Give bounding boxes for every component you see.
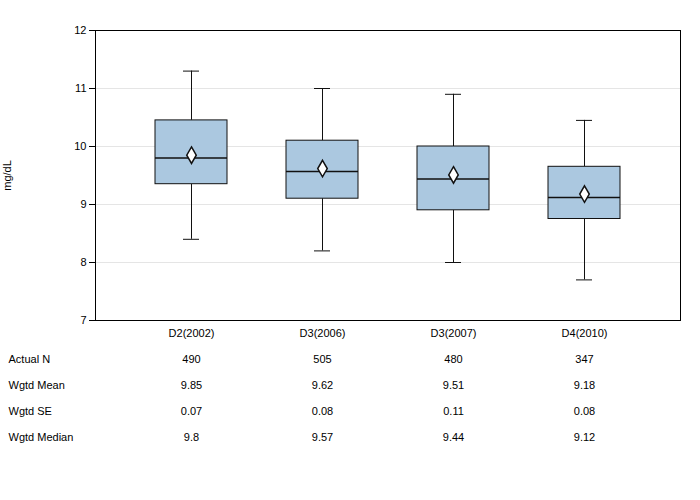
svg-text:mg/dL: mg/dL — [1, 160, 13, 191]
svg-text:Wgtd SE: Wgtd SE — [9, 405, 52, 417]
svg-text:9.62: 9.62 — [312, 379, 333, 391]
svg-text:0.08: 0.08 — [312, 405, 333, 417]
svg-text:9.57: 9.57 — [312, 431, 333, 443]
svg-text:7: 7 — [80, 314, 86, 326]
svg-text:9: 9 — [80, 198, 86, 210]
svg-text:347: 347 — [575, 353, 593, 365]
svg-text:490: 490 — [182, 353, 200, 365]
svg-text:Wgtd Mean: Wgtd Mean — [9, 379, 65, 391]
svg-text:10: 10 — [74, 140, 86, 152]
svg-text:12: 12 — [74, 24, 86, 36]
svg-text:Wgtd Median: Wgtd Median — [9, 431, 74, 443]
svg-text:0.11: 0.11 — [443, 405, 464, 417]
svg-text:9.8: 9.8 — [184, 431, 199, 443]
svg-text:D2(2002): D2(2002) — [169, 327, 215, 339]
svg-text:0.07: 0.07 — [181, 405, 202, 417]
svg-text:9.18: 9.18 — [574, 379, 595, 391]
svg-text:505: 505 — [313, 353, 331, 365]
svg-text:Actual N: Actual N — [9, 353, 51, 365]
svg-text:480: 480 — [444, 353, 462, 365]
svg-text:D4(2010): D4(2010) — [562, 327, 608, 339]
svg-text:D3(2007): D3(2007) — [431, 327, 477, 339]
svg-text:9.85: 9.85 — [181, 379, 202, 391]
svg-text:D3(2006): D3(2006) — [300, 327, 346, 339]
svg-text:9.51: 9.51 — [443, 379, 464, 391]
svg-text:9.44: 9.44 — [443, 431, 464, 443]
svg-text:8: 8 — [80, 256, 86, 268]
svg-text:9.12: 9.12 — [574, 431, 595, 443]
svg-text:11: 11 — [75, 82, 86, 94]
svg-text:0.08: 0.08 — [574, 405, 595, 417]
